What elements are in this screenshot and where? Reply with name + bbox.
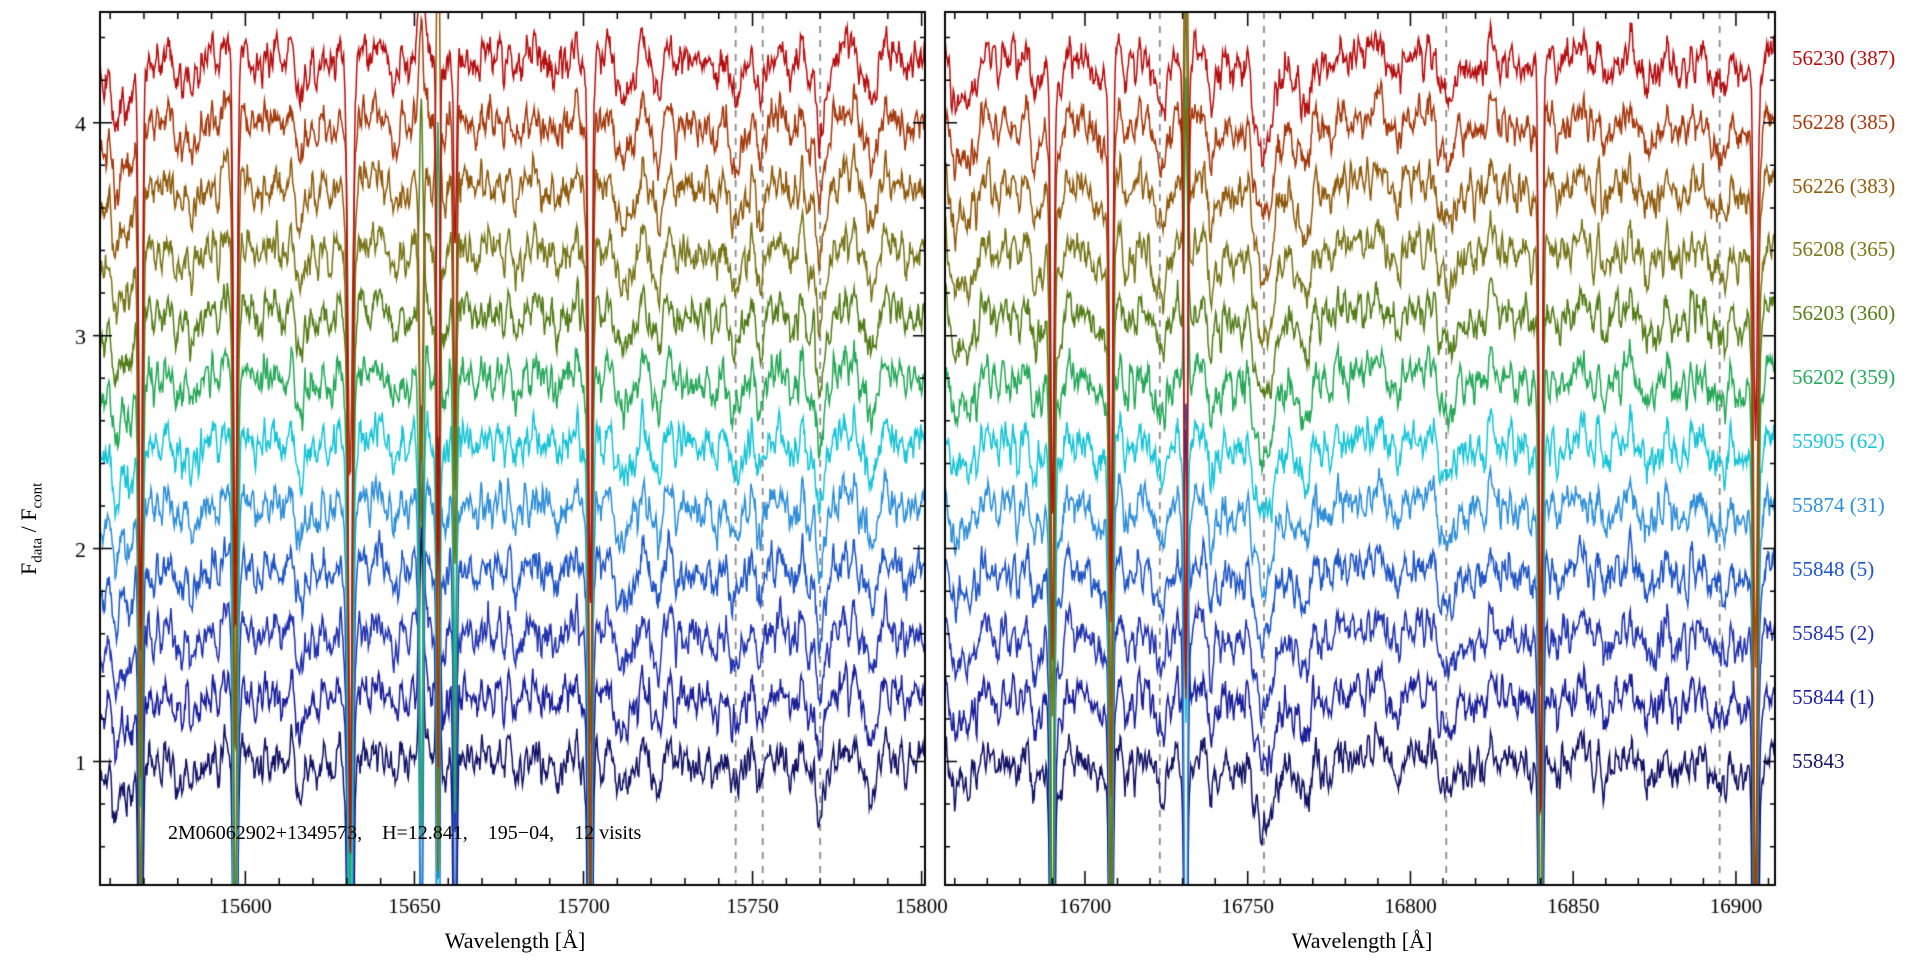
series-label: 55843 (1792, 748, 1845, 773)
series-label: 55848 (5) (1792, 556, 1875, 581)
series-label: 55905 (62) (1792, 429, 1885, 454)
x-axis-label-left: Wavelength [Å] (444, 928, 586, 953)
series-label: 55845 (2) (1792, 620, 1875, 645)
series-label: 56230 (387) (1792, 45, 1896, 70)
y-axis-label-sub-cont: cont (29, 482, 46, 509)
series-label: 56226 (383) (1792, 173, 1896, 198)
series-label: 55844 (1) (1792, 684, 1875, 709)
series-label: 56228 (385) (1792, 109, 1896, 134)
series-label: 56203 (360) (1792, 301, 1896, 326)
y-axis-label-f: F (16, 562, 41, 575)
series-label: 56208 (365) (1792, 237, 1896, 262)
y-axis-label-mid: / F (16, 508, 41, 538)
y-axis-label: Fdata / Fcont (16, 483, 46, 575)
target-annotation: 2M06062902+1349573, H=12.841, 195−04, 12… (168, 822, 642, 844)
series-label: 56202 (359) (1792, 365, 1896, 390)
series-label: 55874 (31) (1792, 492, 1885, 517)
y-axis-label-sub-data: data (29, 537, 46, 563)
x-axis-label-right: Wavelength [Å] (1291, 928, 1433, 953)
